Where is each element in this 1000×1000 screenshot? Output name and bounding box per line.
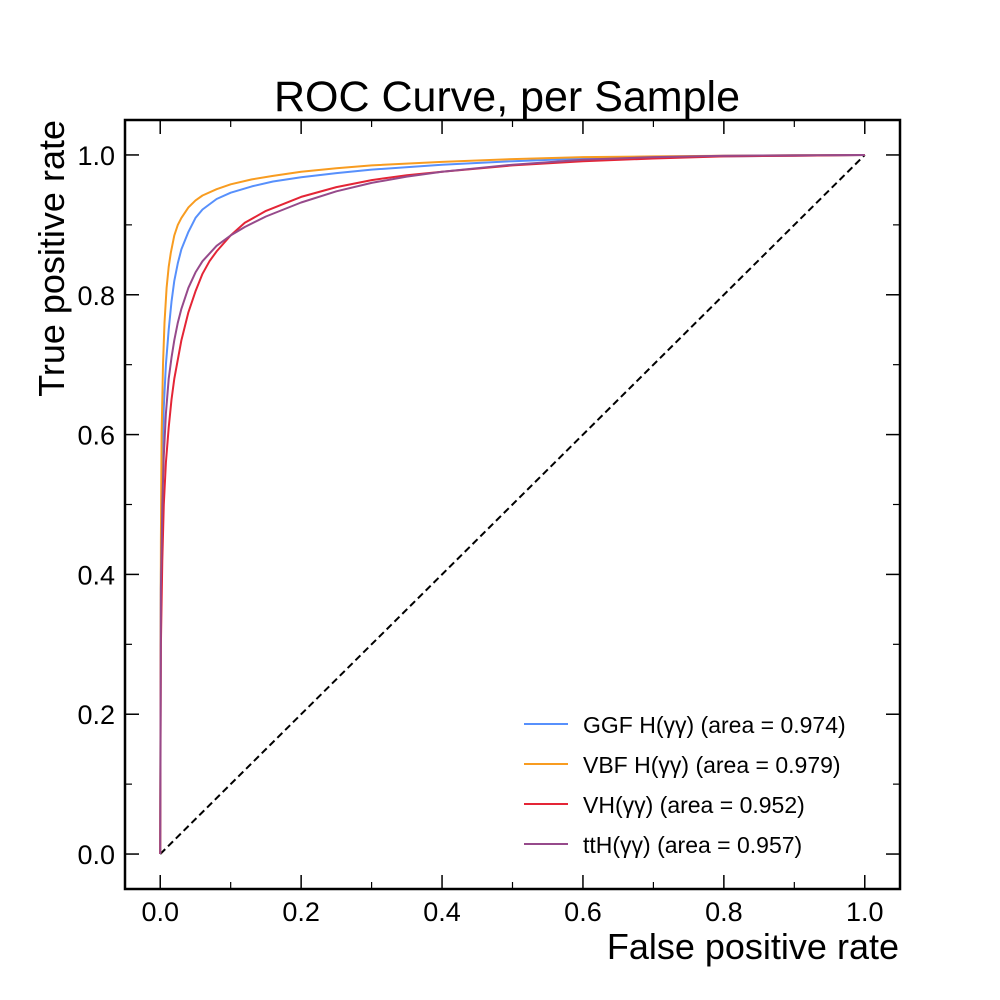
series-line-3 [159, 154, 865, 855]
diagonal-reference-line [159, 154, 866, 855]
y-tick-label: 0.0 [77, 840, 115, 870]
y-axis-label: True positive rate [31, 120, 72, 397]
y-tick-label: 0.4 [77, 560, 115, 590]
x-tick-label: 0.2 [282, 897, 320, 927]
x-tick-label: 0.0 [141, 897, 179, 927]
series-line-0 [159, 154, 865, 855]
legend-label-3: ttH(γγ) (area = 0.957) [583, 832, 802, 858]
y-tick-label: 1.0 [77, 141, 115, 171]
legend: GGF H(γγ) (area = 0.974) VBF H(γγ) (area … [524, 712, 846, 858]
series-line-1 [159, 154, 865, 855]
legend-label-2: VH(γγ) (area = 0.952) [583, 792, 805, 818]
y-tick-label: 0.8 [77, 281, 115, 311]
x-axis-label: False positive rate [607, 926, 899, 967]
legend-label-1: VBF H(γγ) (area = 0.979) [583, 752, 841, 778]
y-tick-label: 0.6 [77, 421, 115, 451]
y-tick-label: 0.2 [77, 700, 115, 730]
plot-area [159, 154, 866, 855]
legend-label-0: GGF H(γγ) (area = 0.974) [583, 712, 846, 738]
x-tick-label: 1.0 [846, 897, 884, 927]
series-line-2 [159, 154, 865, 855]
x-tick-label: 0.4 [423, 897, 461, 927]
x-tick-label: 0.6 [564, 897, 602, 927]
chart-title: ROC Curve, per Sample [274, 73, 740, 121]
x-tick-label: 0.8 [705, 897, 743, 927]
axes: 0.0 0.2 0.4 0.6 0.8 1.0 0.0 0.2 0.4 0.6 0.8 1.0 [77, 118, 902, 927]
